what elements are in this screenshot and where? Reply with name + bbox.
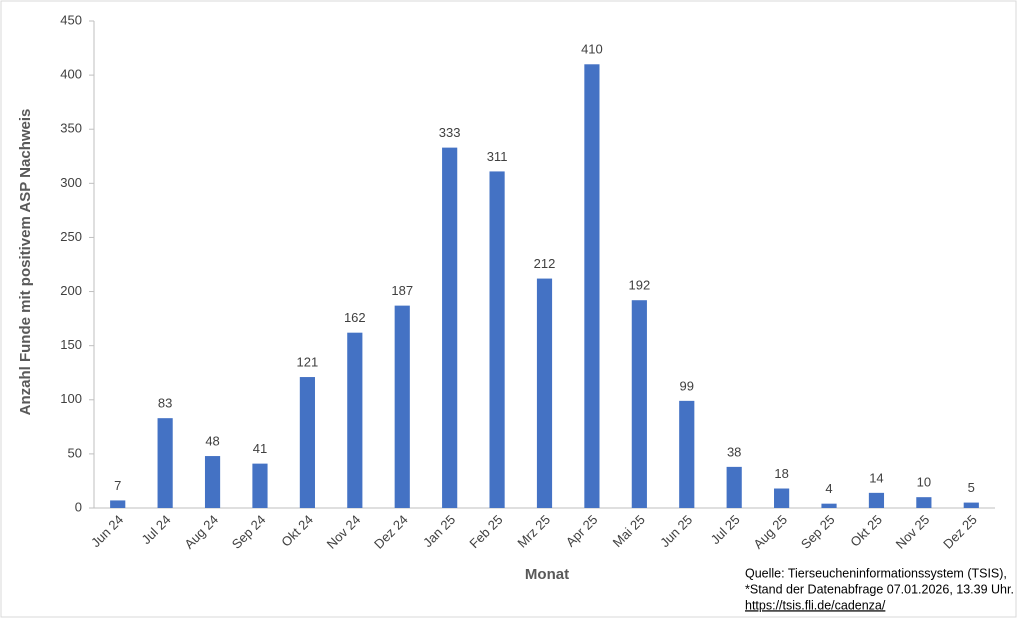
bar <box>347 332 363 508</box>
data-label: 121 <box>297 354 319 369</box>
y-tick-label: 100 <box>60 391 82 406</box>
bar <box>489 171 505 508</box>
data-label: 410 <box>581 42 603 57</box>
bar <box>584 64 600 509</box>
data-label: 7 <box>114 478 121 493</box>
source-line: Quelle: Tierseucheninformationssystem (T… <box>745 566 1007 580</box>
x-axis-title: Monat <box>525 566 569 583</box>
data-label: 5 <box>968 480 975 495</box>
y-tick-label: 450 <box>60 12 82 27</box>
data-label: 83 <box>158 396 172 411</box>
y-tick-label: 250 <box>60 229 82 244</box>
bar <box>679 400 695 508</box>
bar <box>299 377 315 508</box>
data-label: 48 <box>205 433 219 448</box>
data-label: 192 <box>628 278 650 293</box>
bar <box>204 456 221 508</box>
y-tick-label: 400 <box>60 67 82 82</box>
data-label: 14 <box>869 470 883 485</box>
bar <box>110 500 126 508</box>
bar <box>868 492 885 508</box>
data-label: 38 <box>727 444 741 459</box>
y-tick-label: 200 <box>60 283 82 298</box>
data-label: 311 <box>487 149 508 164</box>
data-label: 212 <box>534 256 556 271</box>
data-label: 10 <box>917 475 931 490</box>
y-tick-label: 50 <box>68 445 82 460</box>
data-label: 18 <box>774 466 788 481</box>
bar <box>821 503 837 508</box>
data-label: 41 <box>253 441 267 456</box>
bar <box>916 497 932 508</box>
bar <box>631 300 647 508</box>
data-label: 333 <box>439 125 461 140</box>
y-tick-label: 0 <box>75 499 82 514</box>
source-line: *Stand der Datenabfrage 07.01.2026, 13.3… <box>745 582 1014 596</box>
bar <box>963 502 979 508</box>
bar <box>252 463 268 508</box>
bar <box>726 466 742 508</box>
data-label: 162 <box>344 310 366 325</box>
data-label: 99 <box>680 378 694 393</box>
y-tick-label: 150 <box>60 337 82 352</box>
bar <box>536 278 553 508</box>
data-label: 187 <box>391 283 413 298</box>
y-tick-label: 350 <box>60 121 82 136</box>
bar <box>394 305 410 508</box>
bar <box>442 147 458 508</box>
bar <box>774 488 790 508</box>
source-link[interactable]: https://tsis.fli.de/cadenza/ <box>745 598 886 612</box>
bar <box>157 418 173 508</box>
data-label: 4 <box>825 481 832 496</box>
y-tick-label: 300 <box>60 175 82 190</box>
y-axis-title: Anzahl Funde mit positivem ASP Nachweis <box>17 109 34 416</box>
